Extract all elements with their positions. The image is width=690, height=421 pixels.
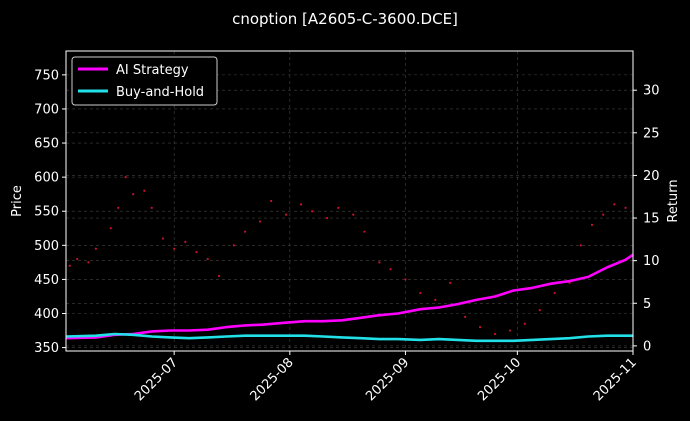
price-point (478, 326, 482, 329)
price-point (270, 199, 273, 203)
price-point (404, 278, 407, 281)
price-point (337, 206, 340, 209)
price-point (538, 308, 541, 312)
y2-tick-label: 0 (643, 339, 651, 354)
price-point (243, 230, 247, 233)
legend: AI Strategy Buy-and-Hold (71, 56, 218, 106)
legend-box (71, 56, 218, 106)
buy-and-hold-line (65, 332, 633, 343)
price-point (117, 206, 120, 209)
price-point (389, 268, 392, 271)
price-point (363, 230, 366, 233)
price-point (76, 257, 79, 261)
y-axis-right: 0 5 10 15 20 25 30 (633, 84, 660, 354)
price-dots (68, 176, 627, 336)
price-point (109, 227, 112, 230)
legend-label-ai-strategy: AI Strategy (116, 63, 189, 78)
legend-label-buy-and-hold: Buy-and-Hold (116, 85, 204, 100)
y2-tick-label: 20 (643, 169, 660, 184)
y-tick-label: 450 (34, 273, 59, 288)
price-point (464, 315, 467, 319)
y2-tick-label: 30 (643, 84, 660, 99)
y-axis-left: 350 400 450 500 550 600 650 700 750 (34, 68, 66, 356)
price-point (284, 213, 288, 216)
price-point (434, 298, 437, 301)
price-point (68, 264, 71, 267)
price-point (508, 329, 512, 332)
price-point (173, 247, 176, 250)
price-point (624, 206, 627, 209)
price-point (161, 237, 165, 240)
price-point (124, 176, 127, 179)
ai-strategy-line (65, 253, 634, 340)
price-point (184, 240, 187, 244)
price-point (523, 322, 526, 325)
price-point (493, 332, 497, 336)
price-point (299, 203, 303, 206)
y-tick-label: 750 (34, 68, 59, 83)
price-point (553, 291, 556, 295)
y2-tick-label: 15 (643, 212, 660, 227)
price-point (326, 216, 329, 220)
price-point (613, 203, 616, 206)
price-point (311, 210, 314, 213)
y-tick-label: 500 (34, 239, 59, 254)
price-point (143, 189, 146, 192)
price-point (352, 213, 355, 216)
price-point (590, 223, 594, 226)
price-point (602, 213, 605, 216)
y-tick-label: 550 (34, 205, 59, 220)
price-point (378, 261, 381, 264)
price-point (579, 244, 582, 247)
y2-tick-label: 10 (643, 254, 660, 269)
y2-tick-label: 25 (643, 126, 660, 141)
chart-title: cnoption [A2605-C-3600.DCE] (232, 10, 458, 28)
price-point (232, 244, 235, 247)
price-point (94, 247, 97, 250)
price-point (87, 261, 90, 264)
price-point (419, 291, 422, 295)
y-tick-label: 700 (34, 102, 59, 117)
y-tick-label: 600 (34, 171, 59, 186)
y-tick-label: 650 (34, 137, 59, 152)
y-tick-label: 350 (34, 341, 59, 356)
y2-tick-label: 5 (643, 297, 651, 312)
y-axis-label: Price (10, 185, 25, 217)
series-lines (65, 253, 634, 343)
y-tick-label: 400 (34, 307, 59, 322)
price-point (258, 220, 262, 223)
y2-axis-label: Return (666, 179, 681, 222)
price-point (217, 274, 221, 278)
price-point (195, 251, 198, 254)
price-point (150, 206, 153, 209)
price-point (449, 281, 452, 284)
price-point (132, 193, 135, 196)
plot-frame (65, 50, 634, 352)
price-point (206, 257, 209, 261)
